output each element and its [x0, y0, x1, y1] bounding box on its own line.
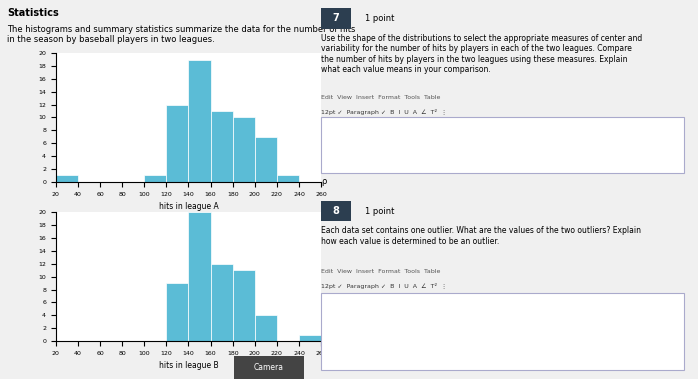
- Bar: [166, 105, 188, 182]
- Text: 12pt ✓  Paragraph ✓  B  I  U  A  ∠  T²  ⋮: 12pt ✓ Paragraph ✓ B I U A ∠ T² ⋮: [321, 109, 447, 115]
- Text: Statistics: Statistics: [7, 8, 59, 17]
- X-axis label: hits in league B: hits in league B: [158, 362, 218, 370]
- FancyBboxPatch shape: [321, 117, 683, 173]
- FancyBboxPatch shape: [321, 293, 683, 370]
- Text: 12pt ✓  Paragraph ✓  B  I  U  A  ∠  T²  ⋮: 12pt ✓ Paragraph ✓ B I U A ∠ T² ⋮: [321, 283, 447, 289]
- Bar: [255, 137, 277, 182]
- Text: 7: 7: [332, 13, 339, 23]
- Bar: [56, 175, 78, 182]
- Bar: [166, 283, 188, 341]
- Text: 1 point: 1 point: [366, 207, 395, 216]
- X-axis label: hits in league A: hits in league A: [158, 202, 218, 211]
- Bar: [277, 175, 299, 182]
- Bar: [188, 212, 211, 341]
- FancyBboxPatch shape: [321, 201, 350, 221]
- Text: Camera: Camera: [254, 363, 283, 372]
- Text: Use the shape of the distributions to select the appropriate measures of center : Use the shape of the distributions to se…: [321, 34, 642, 74]
- Bar: [255, 315, 277, 341]
- Text: ρ: ρ: [321, 177, 327, 186]
- Bar: [144, 175, 166, 182]
- FancyBboxPatch shape: [234, 356, 304, 379]
- Bar: [232, 117, 255, 182]
- Text: 8: 8: [332, 206, 339, 216]
- Bar: [188, 60, 211, 182]
- Bar: [211, 264, 232, 341]
- Bar: [211, 111, 232, 182]
- Bar: [232, 270, 255, 341]
- FancyBboxPatch shape: [321, 8, 350, 28]
- Text: Edit  View  Insert  Format  Tools  Table: Edit View Insert Format Tools Table: [321, 95, 440, 100]
- Text: 1 point: 1 point: [366, 14, 395, 22]
- Text: Each data set contains one outlier. What are the values of the two outliers? Exp: Each data set contains one outlier. What…: [321, 226, 641, 246]
- Text: The histograms and summary statistics summarize the data for the number of hits
: The histograms and summary statistics su…: [7, 25, 355, 44]
- Text: Edit  View  Insert  Format  Tools  Table: Edit View Insert Format Tools Table: [321, 269, 440, 274]
- Bar: [299, 335, 321, 341]
